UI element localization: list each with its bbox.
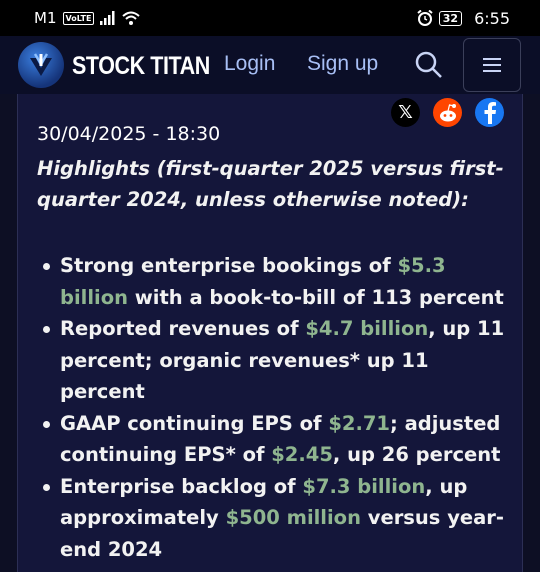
list-item-figure: $2.71 [328, 411, 390, 435]
list-item: GAAP continuing EPS of $2.71; adjusted c… [37, 408, 507, 471]
site-header: STOCK TITAN Login Sign up [0, 36, 540, 94]
facebook-share-icon[interactable] [475, 98, 504, 127]
list-item-text: versus year-end 2024 [60, 506, 505, 561]
signal-icon [100, 11, 115, 25]
list-item-text: GAAP continuing EPS of [60, 411, 329, 435]
status-time: 6:55 [474, 8, 510, 28]
carrier-label: M1 [34, 9, 57, 27]
search-icon[interactable] [414, 50, 444, 80]
x-share-icon[interactable]: 𝕏 [391, 98, 420, 127]
list-item-figure: $500 million [225, 506, 361, 529]
status-bar: M1 VoLTE 32 6:55 [0, 0, 540, 36]
list-item-text: Reported revenues of [60, 317, 306, 340]
alarm-icon [417, 10, 433, 26]
wifi-icon [122, 11, 141, 25]
login-link[interactable]: Login [224, 52, 276, 75]
signup-link[interactable]: Sign up [307, 52, 379, 75]
share-buttons: 𝕏 [391, 98, 504, 127]
list-item: Reported revenues of $4.7 billion, up 11… [37, 313, 507, 408]
list-item-figure: $2.45 [271, 443, 333, 466]
list-item-text: Enterprise backlog of [60, 474, 303, 498]
highlights-heading: Highlights (first-quarter 2025 versus fi… [37, 157, 504, 211]
list-item-figure: $7.3 billion [302, 474, 426, 498]
reddit-share-icon[interactable] [433, 98, 462, 127]
list-item-text: ; adjusted continuing EPS* of [60, 411, 501, 467]
article-card [17, 94, 523, 572]
logo-text[interactable]: STOCK TITAN [72, 52, 210, 80]
list-item-text: with a book-to-bill of 113 percent [127, 285, 504, 309]
list-item: Strong enterprise bookings of $5.3 billi… [37, 250, 507, 313]
list-item-text: , up 11 percent; organic revenues* up 11… [60, 317, 505, 403]
hamburger-menu-button[interactable] [463, 38, 521, 92]
list-item-text: , up 26 percent [332, 443, 501, 466]
battery-icon: 32 [438, 10, 463, 26]
list-item-figure: $5.3 billion [60, 254, 446, 309]
status-left: M1 VoLTE [34, 9, 141, 27]
list-item-text: , up approximately [60, 474, 468, 530]
list-item-text: Strong enterprise bookings of [60, 254, 398, 277]
stock-titan-logo-icon[interactable] [18, 42, 64, 88]
status-right: 32 6:55 [417, 9, 510, 28]
list-item: Enterprise backlog of $7.3 billion, up a… [37, 471, 507, 566]
highlights-list: Strong enterprise bookings of $5.3 billi… [37, 250, 507, 565]
hamburger-icon [483, 58, 501, 72]
list-item-figure: $4.7 billion [305, 317, 429, 340]
volte-badge: VoLTE [62, 11, 95, 25]
article-dateline: 30/04/2025 - 18:30 [37, 123, 221, 145]
